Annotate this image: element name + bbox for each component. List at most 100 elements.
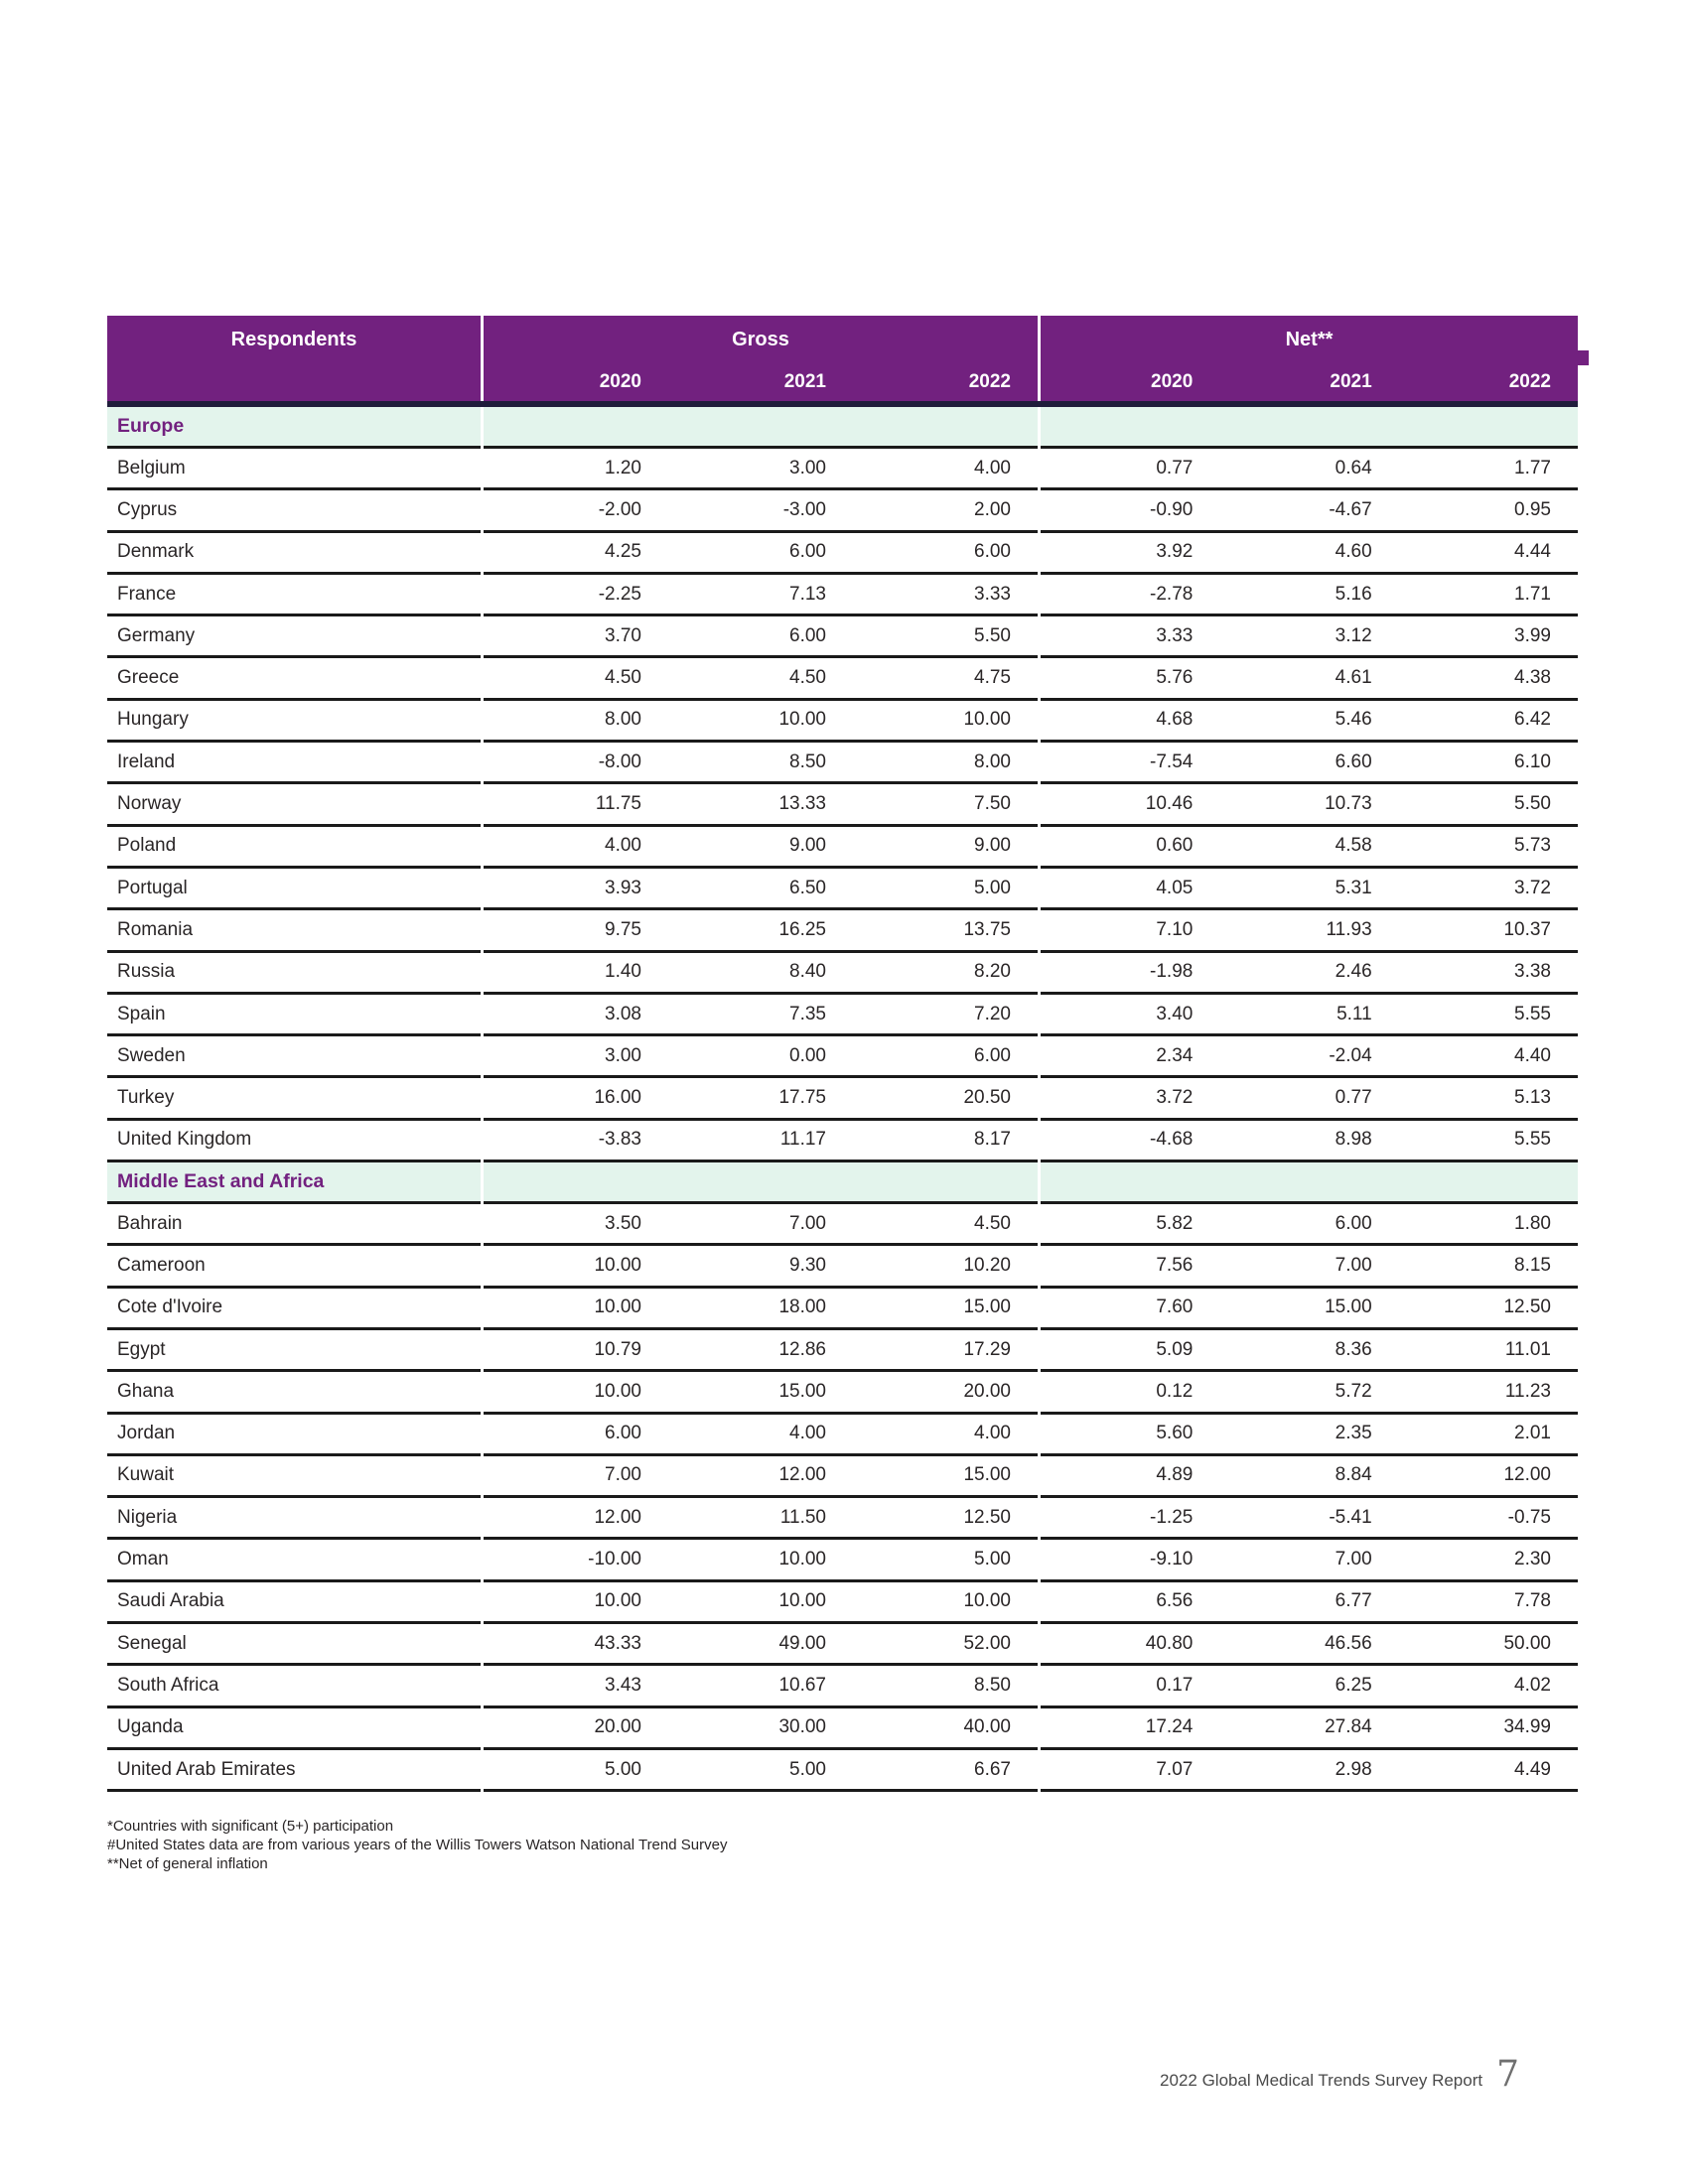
gross-values: 10.00 18.00 15.00 — [484, 1289, 1038, 1330]
net-values: 5.76 4.61 4.38 — [1041, 658, 1578, 701]
net-2022-value: 12.00 — [1503, 1464, 1551, 1486]
net-years-header: 2020 2021 2022 — [1041, 363, 1578, 401]
gross-2020-value: 5.00 — [605, 1758, 641, 1780]
net-2020-value: 5.82 — [1156, 1212, 1194, 1234]
net-values: 3.40 5.11 5.55 — [1041, 995, 1578, 1037]
net-2021-value: 6.25 — [1335, 1674, 1372, 1696]
net-values: 40.80 46.56 50.00 — [1041, 1624, 1578, 1667]
gross-values: 8.00 10.00 10.00 — [484, 701, 1038, 744]
table-row: Greece 4.50 4.50 4.75 5.76 4.61 4.38 — [107, 658, 1578, 701]
gross-2022-value: 12.50 — [963, 1506, 1011, 1528]
gross-2020-value: 10.00 — [594, 1254, 641, 1276]
gross-2022-value: 52.00 — [963, 1632, 1011, 1654]
gross-2020-value: 4.50 — [605, 667, 641, 689]
section-header-row: Europe — [107, 407, 1578, 449]
country-cell: Uganda — [107, 1708, 481, 1750]
table-row: France -2.25 7.13 3.33 -2.78 5.16 1.71 — [107, 575, 1578, 617]
gross-2020-value: 20.00 — [594, 1716, 641, 1738]
net-2022-header: 2022 — [1508, 371, 1551, 392]
net-2020-value: 0.77 — [1156, 457, 1194, 478]
gross-values: -3.83 11.17 8.17 — [484, 1121, 1038, 1163]
country-cell: France — [107, 575, 481, 617]
net-2021-header: 2021 — [1330, 371, 1372, 392]
gross-2021-value: 4.00 — [789, 1423, 826, 1444]
gross-values: 4.00 9.00 9.00 — [484, 827, 1038, 869]
gross-2020-value: -10.00 — [588, 1549, 641, 1570]
net-2022-value: 3.72 — [1514, 877, 1551, 898]
country-cell: Cameroon — [107, 1246, 481, 1289]
net-2020-value: 7.60 — [1156, 1297, 1194, 1318]
net-2021-value: 3.12 — [1335, 624, 1372, 646]
table-row: Senegal 43.33 49.00 52.00 40.80 46.56 50.00 — [107, 1624, 1578, 1667]
country-cell: South Africa — [107, 1666, 481, 1708]
table-row: Egypt 10.79 12.86 17.29 5.09 8.36 11.01 — [107, 1330, 1578, 1373]
net-2020-value: -2.78 — [1150, 583, 1194, 605]
gross-2022-value: 4.00 — [974, 1423, 1011, 1444]
net-2020-value: 4.89 — [1156, 1464, 1194, 1486]
net-2022-value: 5.55 — [1514, 1129, 1551, 1151]
net-2021-value: 4.58 — [1335, 835, 1372, 857]
table-row: Spain 3.08 7.35 7.20 3.40 5.11 5.55 — [107, 995, 1578, 1037]
gross-2020-value: 11.75 — [595, 793, 641, 815]
net-2021-value: 0.64 — [1335, 457, 1372, 478]
section-header-row: Middle East and Africa — [107, 1162, 1578, 1205]
net-2022-value: 5.73 — [1514, 835, 1551, 857]
net-values: 5.09 8.36 11.01 — [1041, 1330, 1578, 1373]
net-values: 17.24 27.84 34.99 — [1041, 1708, 1578, 1750]
page-edge-tab — [1578, 350, 1589, 365]
table-row: Saudi Arabia 10.00 10.00 10.00 6.56 6.77 7.78 — [107, 1582, 1578, 1625]
table-row: Sweden 3.00 0.00 6.00 2.34 -2.04 4.40 — [107, 1036, 1578, 1079]
net-values: -1.98 2.46 3.38 — [1041, 953, 1578, 995]
net-2022-value: 2.30 — [1514, 1549, 1551, 1570]
gross-2020-value: 16.00 — [594, 1087, 641, 1109]
net-2021-value: 10.73 — [1325, 793, 1372, 815]
gross-values: -8.00 8.50 8.00 — [484, 743, 1038, 785]
gross-values: 3.00 0.00 6.00 — [484, 1036, 1038, 1079]
gross-values: 7.00 12.00 15.00 — [484, 1456, 1038, 1499]
country-cell: Poland — [107, 827, 481, 869]
net-2021-value: 8.84 — [1335, 1464, 1372, 1486]
table-row: Cameroon 10.00 9.30 10.20 7.56 7.00 8.15 — [107, 1246, 1578, 1289]
net-2020-value: 3.72 — [1156, 1087, 1194, 1109]
footnote-net-inflation: **Net of general inflation — [107, 1855, 268, 1872]
net-2021-value: 15.00 — [1325, 1297, 1372, 1318]
gross-2022-value: 15.00 — [963, 1464, 1011, 1486]
net-2022-value: 4.40 — [1514, 1044, 1551, 1066]
country-cell: Jordan — [107, 1415, 481, 1456]
country-cell: Oman — [107, 1540, 481, 1582]
country-cell: Romania — [107, 910, 481, 953]
table-header-years-row: 2020 2021 2022 2020 2021 2022 — [107, 363, 1578, 401]
net-2020-value: 3.40 — [1156, 1003, 1194, 1024]
country-cell: Cote d'Ivoire — [107, 1289, 481, 1330]
gross-2020-value: -2.00 — [598, 498, 641, 520]
table-row: Romania 9.75 16.25 13.75 7.10 11.93 10.37 — [107, 910, 1578, 953]
net-2022-value: 4.38 — [1514, 667, 1551, 689]
net-values: 0.60 4.58 5.73 — [1041, 827, 1578, 869]
gross-values: 11.75 13.33 7.50 — [484, 784, 1038, 827]
gross-2021-value: 9.30 — [789, 1254, 826, 1276]
net-values: 7.60 15.00 12.50 — [1041, 1289, 1578, 1330]
gross-2022-value: 15.00 — [963, 1297, 1011, 1318]
net-2022-value: 12.50 — [1503, 1297, 1551, 1318]
gross-2021-value: 8.40 — [789, 961, 826, 983]
net-2020-value: -1.25 — [1150, 1506, 1194, 1528]
gross-values: 10.00 15.00 20.00 — [484, 1372, 1038, 1415]
net-values: 4.89 8.84 12.00 — [1041, 1456, 1578, 1499]
gross-values: -2.25 7.13 3.33 — [484, 575, 1038, 617]
gross-values: 3.43 10.67 8.50 — [484, 1666, 1038, 1708]
gross-2021-value: 30.00 — [778, 1716, 826, 1738]
gross-2020-value: 3.08 — [605, 1003, 641, 1024]
table-row: Denmark 4.25 6.00 6.00 3.92 4.60 4.44 — [107, 533, 1578, 575]
net-2021-value: 5.16 — [1335, 583, 1372, 605]
gross-2020-value: 8.00 — [605, 709, 641, 731]
country-cell: Belgium — [107, 449, 481, 491]
gross-2021-value: 10.00 — [778, 1549, 826, 1570]
footnote-participation: *Countries with significant (5+) partici… — [107, 1818, 394, 1835]
country-cell: Greece — [107, 658, 481, 701]
net-2022-value: 4.44 — [1514, 541, 1551, 563]
net-2022-value: 2.01 — [1514, 1423, 1551, 1444]
gross-values: 3.08 7.35 7.20 — [484, 995, 1038, 1037]
section-spacer-gross — [484, 407, 1038, 449]
section-spacer-net — [1041, 1162, 1578, 1205]
net-2022-value: 0.95 — [1514, 498, 1551, 520]
